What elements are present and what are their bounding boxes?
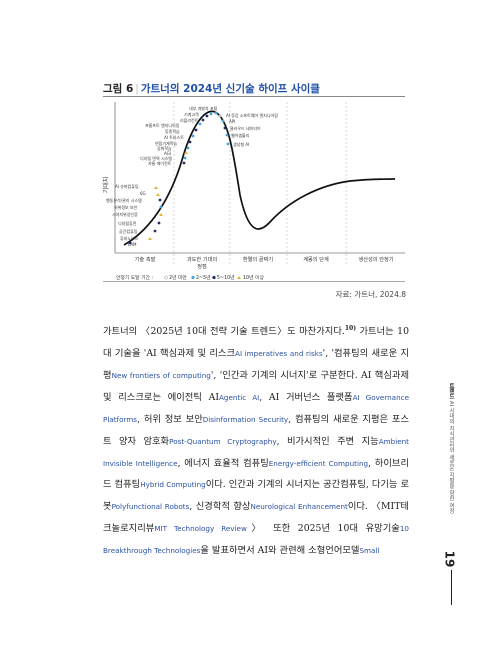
body-text-14: 〉 또한 2025년 10대 유망기술 — [246, 523, 400, 535]
svg-text:AI 슈퍼컴퓨팅: AI 슈퍼컴퓨팅 — [115, 183, 139, 189]
svg-text:디지털휴먼: 디지털휴먼 — [118, 220, 137, 226]
body-text-7: , 컴퓨팅의 새로운 지평은 포스트 양자 암호화 — [103, 413, 410, 447]
svg-text:디지털 면역 시스템: 디지털 면역 시스템 — [140, 155, 172, 161]
svg-text:리플리컨트: 리플리컨트 — [180, 117, 199, 123]
english-term: Small — [359, 546, 380, 556]
svg-text:생성형 AI: 생성형 AI — [233, 141, 249, 147]
english-term: New frontiers of computing — [111, 370, 211, 380]
body-text-1: 가트너의 〈2025년 10대 전략 기술 트렌드〉도 마찬가지다. — [103, 326, 345, 338]
english-term: AI imperatives and risks — [235, 349, 323, 358]
english-term: AI Governance Platforms — [103, 392, 409, 424]
phase-labels: 기술 촉발 과도한 기대의 정점 환멸의 골짜기 계몽의 단계 생산성의 안정기 — [135, 255, 394, 270]
phase-label-5: 생산성의 안정기 — [358, 255, 393, 263]
svg-text:과도한 기대의: 과도한 기대의 — [187, 255, 218, 263]
running-header-text: AI 시대의 지식관리와 새로운 지평을 향한 여정 — [448, 399, 454, 514]
phase-label-4: 계몽의 단계 — [303, 255, 329, 263]
svg-text:강화학습: 강화학습 — [157, 145, 172, 151]
svg-text:웹어셈블리: 웹어셈블리 — [231, 132, 250, 138]
english-term: Agentic AI — [219, 392, 260, 402]
english-term: Neurological Enhancement — [250, 502, 348, 512]
figure-source: 자료: 가트너, 2024.8 — [335, 290, 406, 299]
body-text-15: 을 발표하면서 AI와 관련해 소형언어모델 — [200, 545, 360, 557]
english-term: Ambient Invisible Intelligence — [103, 436, 409, 468]
svg-text:연합기계학습: 연합기계학습 — [155, 140, 177, 146]
svg-text:AI 증강 소프트웨어 엔지니어링: AI 증강 소프트웨어 엔지니어링 — [226, 112, 278, 118]
body-paragraph: 가트너의 〈2025년 10대 전략 기술 트렌드〉도 마찬가지다.10) 가트… — [103, 318, 409, 562]
legend-title: 안정기 도달 기간 : — [116, 274, 153, 281]
body-text-13: 이다. 〈MIT테크놀로지리뷰 — [103, 501, 409, 535]
svg-text:시야지위성인증: 시야지위성인증 — [112, 211, 138, 217]
svg-text:자율 에이전트: 자율 에이전트 — [148, 160, 172, 166]
english-term: Energy-efficient Computing — [268, 458, 369, 468]
svg-text:내부 개발자 포털: 내부 개발자 포털 — [189, 105, 218, 111]
body-text-11: 이다. 인간과 기계의 시너지는 공간컴퓨팅, 다기능 로봇 — [103, 479, 409, 513]
figure-label: 그림 6 — [103, 83, 134, 95]
footnote-ref: 10) — [344, 325, 357, 332]
body-text-6: , 허위 정보 보안 — [137, 413, 203, 425]
legend-item-1: 2년 미만 — [169, 274, 187, 281]
english-term: Hybrid Computing — [140, 480, 206, 490]
legend-item-2: 2~5년 — [196, 274, 211, 281]
body-text-3: ', '컴퓨팅의 새로운 지평 — [103, 348, 409, 381]
rising-markers — [128, 186, 163, 245]
svg-text:API: API — [229, 119, 235, 124]
title-divider: | — [135, 83, 139, 95]
legend-item-3: 5~10년 — [217, 274, 235, 281]
english-term: Polyfunctional Robots — [111, 502, 190, 512]
phase-label-3: 환멸의 골짜기 — [243, 255, 274, 263]
svg-text:클라우드 네이티브: 클라우드 네이티브 — [230, 125, 261, 131]
running-header-bold: 트렌드 — [448, 383, 454, 400]
body-text-4: ', '인간과 기계의 시너지'로 구분한다. AI 핵심과제 및 리스크로는 … — [103, 369, 409, 403]
running-header: 트렌드 AI 시대의 지식관리와 새로운 지평을 향한 여정 — [447, 383, 455, 514]
body-text-9: , 에너지 효율적 컴퓨팅 — [177, 457, 269, 469]
svg-text:6G: 6G — [140, 191, 146, 196]
page-number-rule — [451, 570, 452, 605]
legend-item-4: 10년 이상 — [243, 274, 264, 281]
svg-text:공간컴퓨팅: 공간컴퓨팅 — [119, 228, 138, 234]
svg-text:기계고객: 기계고객 — [184, 111, 199, 117]
body-text-10: , 하이브리드 컴퓨팅 — [103, 457, 410, 491]
figure-top-rule — [103, 96, 405, 97]
svg-text:허위정보 보안: 허위정보 보안 — [114, 204, 138, 210]
english-term: Disinformation Security — [202, 414, 289, 424]
english-term: MIT Technology Review — [154, 524, 247, 534]
svg-text:AI 트러스트: AI 트러스트 — [164, 134, 184, 140]
svg-text:동종학습: 동종학습 — [165, 128, 180, 134]
rising-labels: AI 슈퍼컴퓨팅 6G 행동분석/관리 시스템 허위정보 보안 시야지위성인증 … — [106, 183, 146, 247]
body-text-2: 가트너는 10대 기술을 'AI 핵심과제 및 리스크 — [103, 326, 410, 359]
svg-text:정점: 정점 — [197, 263, 207, 270]
hype-curve — [123, 110, 396, 246]
svg-text:AGI: AGI — [164, 151, 171, 156]
y-axis-label: 기대치 — [102, 177, 110, 194]
body-text-8: , 비가시적인 주변 지능 — [276, 435, 379, 447]
figure-bottom-rule — [103, 281, 405, 282]
peak-labels: 내부 개발자 포털 기계고객 리플리컨트 프롬프트 엔지니어링 동종학습 AI … — [140, 105, 278, 166]
hype-cycle-chart: 기대치 AI 슈퍼컴퓨팅 6G 행동분석/관리 시스템 허위정보 보안 시야지위… — [102, 102, 405, 281]
body-text-5: , AI 거버넌스 플랫폼 — [259, 391, 353, 403]
peak-markers — [182, 111, 230, 165]
page-number: 19 — [442, 550, 457, 568]
phase-label-1: 기술 촉발 — [135, 255, 156, 263]
figure-title-text: 가트너의 2024년 신기술 하이프 사이클 — [140, 83, 320, 95]
svg-text:휴머노이드: 휴머노이드 — [120, 235, 139, 241]
chart-legend: 안정기 도달 기간 : 2년 미만 2~5년 5~10년 10년 이상 — [116, 274, 264, 281]
english-term: Post-Quantum Cryptography — [169, 436, 277, 446]
svg-text:행동분석/관리 시스템: 행동분석/관리 시스템 — [106, 197, 142, 203]
svg-text:LAM: LAM — [128, 242, 137, 247]
svg-text:프롬프트 엔지니어링: 프롬프트 엔지니어링 — [145, 122, 180, 128]
body-text-12: , 신경학적 향상 — [189, 501, 251, 513]
english-term: 10 Breakthrough Technologies — [103, 524, 409, 556]
figure-title: 그림 6 | 가트너의 2024년 신기술 하이프 사이클 — [103, 81, 320, 96]
